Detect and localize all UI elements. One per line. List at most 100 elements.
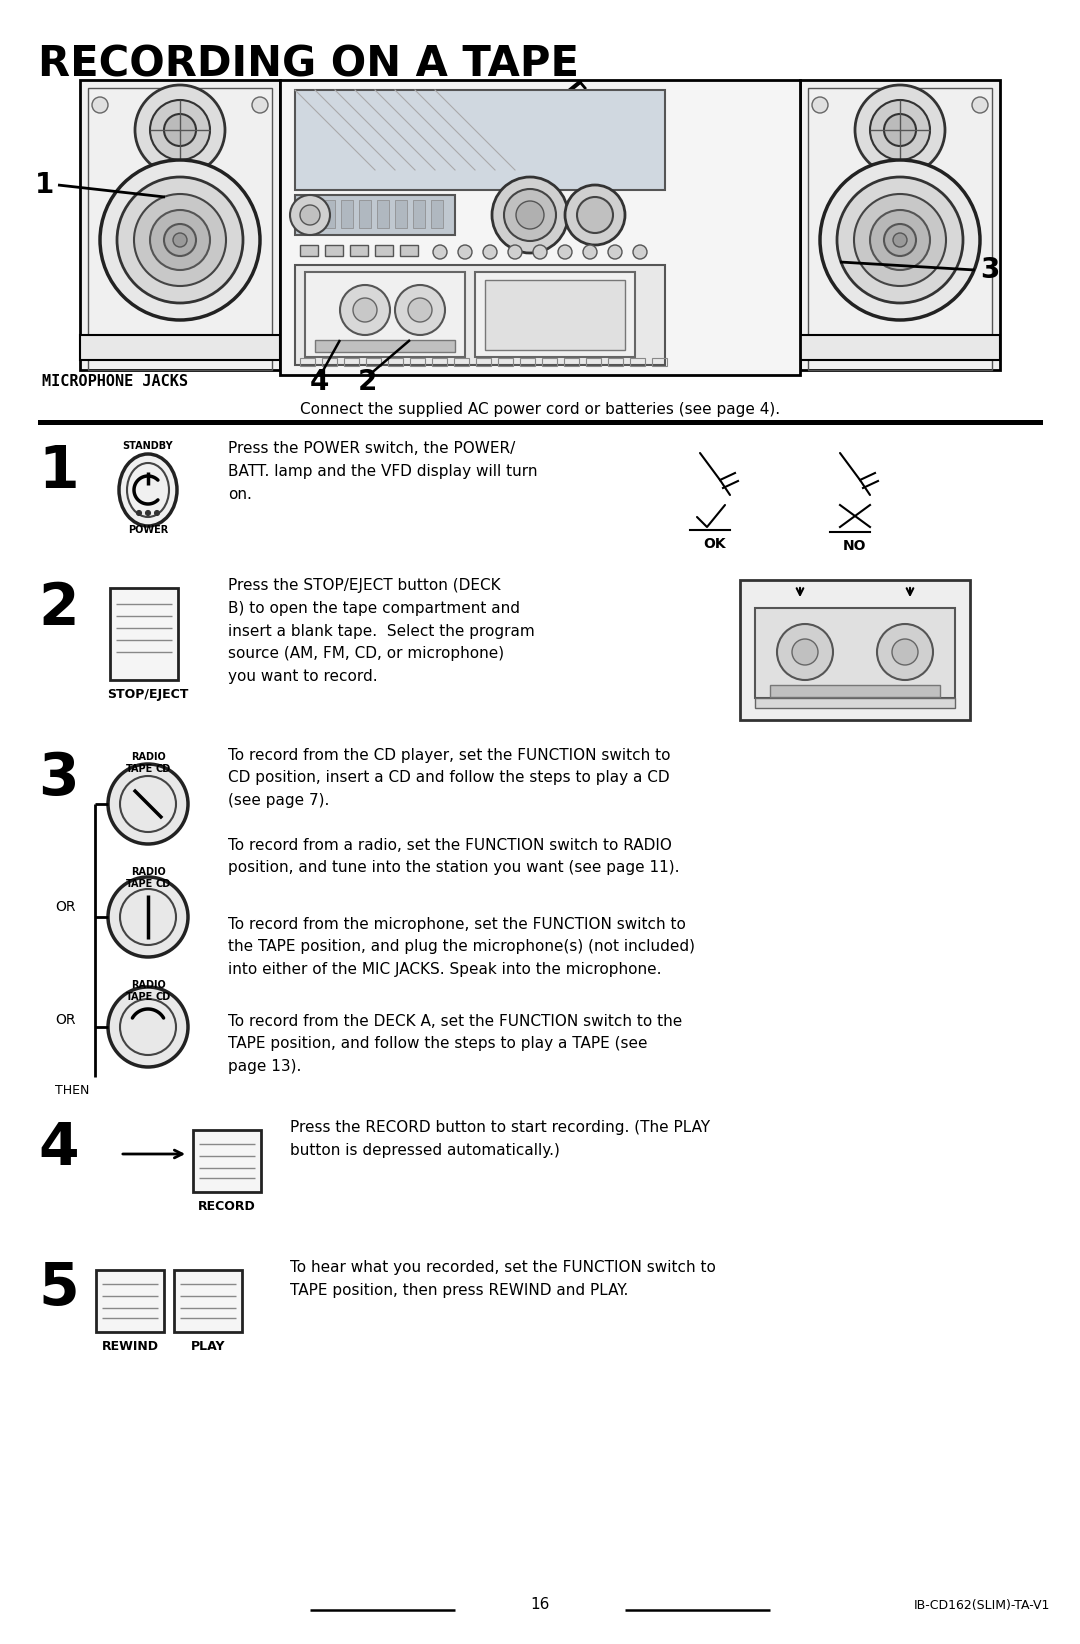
Text: 1: 1 bbox=[38, 442, 79, 500]
Circle shape bbox=[892, 640, 918, 666]
Circle shape bbox=[164, 113, 195, 146]
Text: To record from the microphone, set the FUNCTION switch to
the TAPE position, and: To record from the microphone, set the F… bbox=[228, 917, 696, 977]
Circle shape bbox=[633, 245, 647, 260]
Bar bbox=[323, 201, 335, 229]
Circle shape bbox=[885, 113, 916, 146]
Circle shape bbox=[777, 625, 833, 681]
Text: 3: 3 bbox=[980, 256, 999, 284]
Bar bbox=[80, 81, 280, 370]
Bar bbox=[300, 245, 318, 256]
Text: TAPE: TAPE bbox=[126, 764, 153, 774]
Circle shape bbox=[854, 194, 946, 286]
Circle shape bbox=[870, 210, 930, 270]
Circle shape bbox=[792, 640, 818, 666]
Bar bbox=[410, 358, 426, 367]
Bar bbox=[300, 358, 315, 367]
Text: 5: 5 bbox=[38, 1259, 79, 1317]
Text: PLAY: PLAY bbox=[191, 1340, 226, 1353]
Circle shape bbox=[340, 284, 390, 335]
Text: 4: 4 bbox=[310, 368, 329, 396]
Circle shape bbox=[108, 986, 188, 1067]
Circle shape bbox=[135, 85, 225, 174]
Circle shape bbox=[870, 100, 930, 159]
Bar bbox=[96, 1271, 164, 1332]
Circle shape bbox=[577, 197, 613, 233]
Circle shape bbox=[252, 97, 268, 113]
Text: RADIO: RADIO bbox=[131, 866, 165, 876]
Bar bbox=[755, 608, 955, 699]
Bar bbox=[87, 89, 272, 370]
Bar bbox=[377, 201, 389, 229]
Circle shape bbox=[173, 233, 187, 247]
Bar bbox=[454, 358, 469, 367]
Circle shape bbox=[458, 245, 472, 260]
Circle shape bbox=[972, 97, 988, 113]
Circle shape bbox=[150, 210, 210, 270]
Text: Press the POWER switch, the POWER/
BATT. lamp and the VFD display will turn
on.: Press the POWER switch, the POWER/ BATT.… bbox=[228, 441, 538, 501]
Bar bbox=[80, 335, 280, 360]
Text: To hear what you recorded, set the FUNCTION switch to
TAPE position, then press : To hear what you recorded, set the FUNCT… bbox=[291, 1259, 716, 1297]
Bar bbox=[341, 201, 353, 229]
Circle shape bbox=[483, 245, 497, 260]
Bar bbox=[475, 271, 635, 357]
Bar bbox=[305, 201, 318, 229]
Bar bbox=[359, 201, 372, 229]
Bar bbox=[38, 419, 1043, 426]
Text: 2: 2 bbox=[357, 368, 377, 396]
Circle shape bbox=[108, 876, 188, 957]
Text: RECORD: RECORD bbox=[198, 1200, 256, 1213]
Text: 2: 2 bbox=[38, 580, 79, 636]
Bar bbox=[388, 358, 403, 367]
Circle shape bbox=[893, 233, 907, 247]
Circle shape bbox=[608, 245, 622, 260]
Circle shape bbox=[300, 206, 320, 225]
Bar bbox=[755, 699, 955, 709]
Text: Connect the supplied AC power cord or batteries (see page 4).: Connect the supplied AC power cord or ba… bbox=[300, 403, 780, 418]
Bar bbox=[110, 589, 178, 681]
Text: MICROPHONE JACKS: MICROPHONE JACKS bbox=[42, 375, 188, 390]
Bar bbox=[432, 358, 447, 367]
Bar bbox=[564, 358, 579, 367]
Bar bbox=[395, 201, 407, 229]
Text: OR: OR bbox=[55, 1013, 76, 1028]
Circle shape bbox=[134, 194, 226, 286]
Circle shape bbox=[558, 245, 572, 260]
Text: REWIND: REWIND bbox=[102, 1340, 159, 1353]
Circle shape bbox=[433, 245, 447, 260]
Bar bbox=[770, 686, 940, 697]
Text: 3: 3 bbox=[38, 750, 79, 807]
Circle shape bbox=[855, 85, 945, 174]
Circle shape bbox=[565, 186, 625, 245]
Text: Press the STOP/EJECT button (DECK
B) to open the tape compartment and
insert a b: Press the STOP/EJECT button (DECK B) to … bbox=[228, 579, 535, 684]
Text: CD: CD bbox=[156, 991, 171, 1001]
Bar bbox=[542, 358, 557, 367]
Bar bbox=[280, 81, 800, 375]
Bar bbox=[295, 196, 455, 235]
Text: 16: 16 bbox=[530, 1596, 550, 1613]
Circle shape bbox=[504, 189, 556, 242]
Text: TAPE: TAPE bbox=[126, 991, 153, 1001]
Text: RADIO: RADIO bbox=[131, 980, 165, 990]
Bar bbox=[315, 340, 455, 352]
Text: THEN: THEN bbox=[55, 1083, 90, 1097]
Bar bbox=[740, 580, 970, 720]
Circle shape bbox=[353, 298, 377, 322]
Text: IB-CD162(SLIM)-TA-V1: IB-CD162(SLIM)-TA-V1 bbox=[914, 1600, 1050, 1613]
Text: Press the RECORD button to start recording. (The PLAY
button is depressed automa: Press the RECORD button to start recordi… bbox=[291, 1120, 711, 1157]
Circle shape bbox=[117, 178, 243, 302]
Bar bbox=[608, 358, 623, 367]
Circle shape bbox=[395, 284, 445, 335]
Bar bbox=[400, 245, 418, 256]
Text: OK: OK bbox=[704, 538, 727, 551]
Bar bbox=[431, 201, 443, 229]
Circle shape bbox=[164, 224, 195, 256]
Circle shape bbox=[534, 245, 546, 260]
Text: 4: 4 bbox=[38, 1120, 79, 1177]
Bar bbox=[800, 81, 1000, 370]
Text: OR: OR bbox=[55, 899, 76, 914]
Bar bbox=[808, 89, 993, 370]
Circle shape bbox=[408, 298, 432, 322]
Bar bbox=[366, 358, 381, 367]
Circle shape bbox=[508, 245, 522, 260]
Circle shape bbox=[136, 511, 141, 516]
